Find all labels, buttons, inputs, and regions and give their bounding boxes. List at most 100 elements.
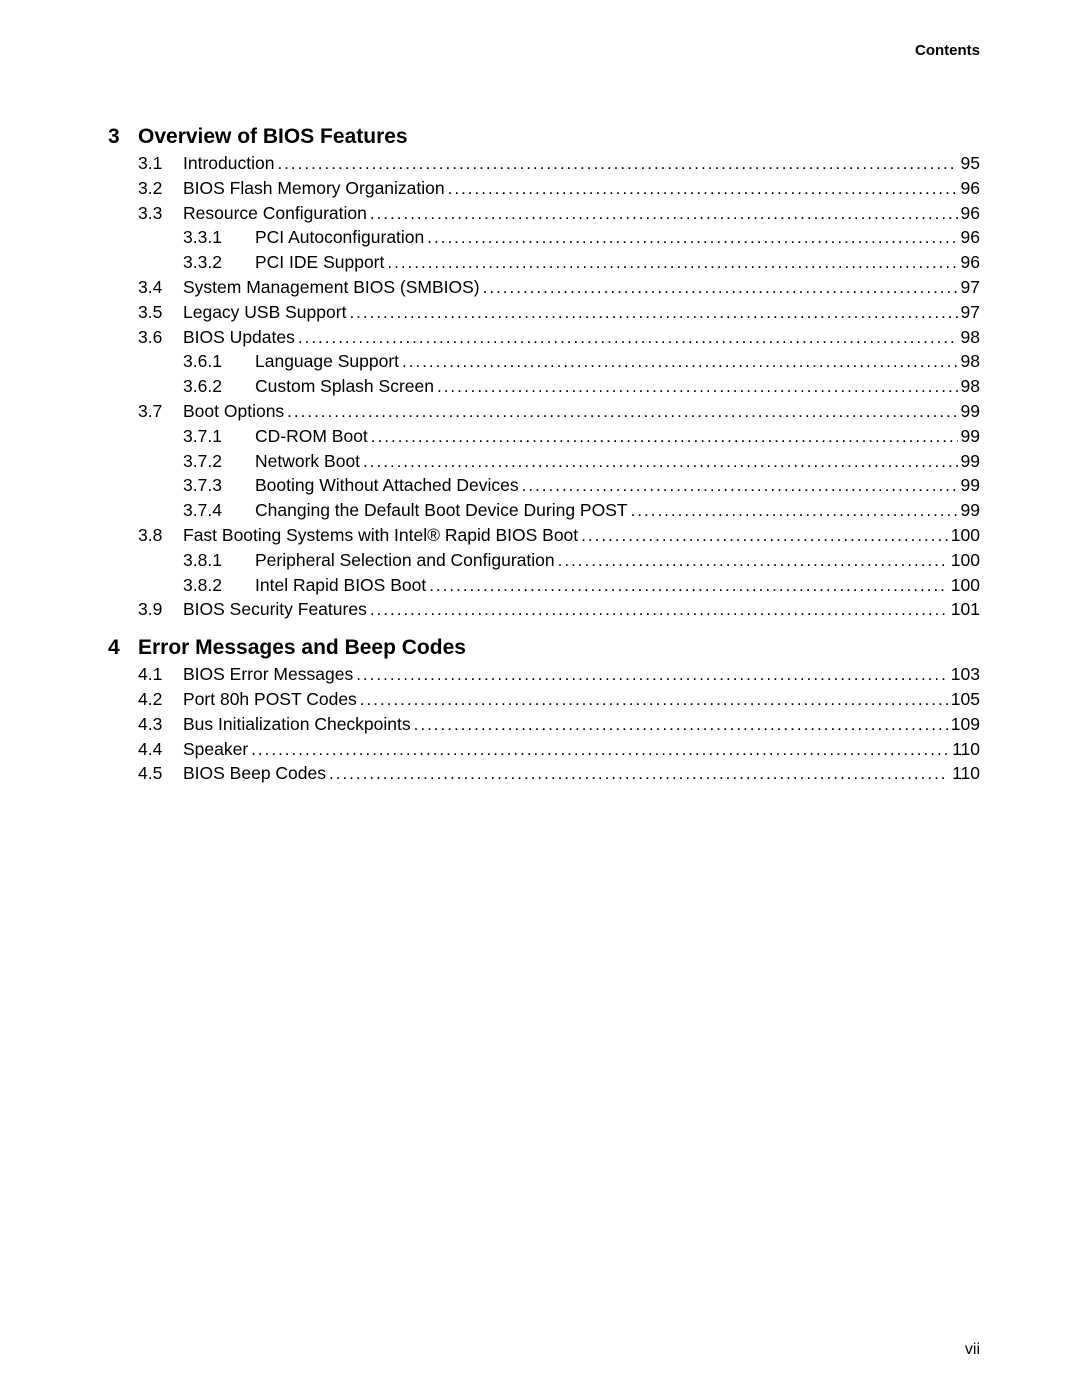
- dot-leader: [402, 349, 958, 374]
- dot-leader: [329, 761, 949, 786]
- toc-entry-row: 3.7.2Network Boot 99: [108, 449, 980, 474]
- chapter-title: Error Messages and Beep Codes: [138, 636, 466, 660]
- toc-entry-row: 3.3.1PCI Autoconfiguration96: [108, 225, 980, 250]
- entry-title: BIOS Updates: [183, 325, 295, 350]
- entry-title: Port 80h POST Codes: [183, 687, 357, 712]
- entry-title: Introduction: [183, 151, 274, 176]
- toc-entry-row: 3.1Introduction95: [108, 151, 980, 176]
- entry-page-number: 101: [951, 597, 980, 622]
- toc-entry-row: 4.3Bus Initialization Checkpoints 109: [108, 712, 980, 737]
- subsection-number: 3.8.1: [183, 548, 255, 573]
- toc-entry-row: 4.4Speaker 110: [108, 737, 980, 762]
- dot-leader: [349, 300, 957, 325]
- entry-page-number: 98: [961, 325, 980, 350]
- toc-entry-row: 3.7.3Booting Without Attached Devices 99: [108, 473, 980, 498]
- dot-leader: [298, 325, 958, 350]
- dot-leader: [427, 225, 957, 250]
- entry-title: Fast Booting Systems with Intel® Rapid B…: [183, 523, 578, 548]
- entry-title: PCI IDE Support: [255, 250, 384, 275]
- toc-entry-row: 3.6.2Custom Splash Screen 98: [108, 374, 980, 399]
- entry-title: Bus Initialization Checkpoints: [183, 712, 411, 737]
- section-number: 3.5: [138, 300, 183, 325]
- subsection-number: 3.7.2: [183, 449, 255, 474]
- page-number: vii: [965, 1341, 980, 1359]
- entry-title: Network Boot: [255, 449, 360, 474]
- entry-title: Language Support: [255, 349, 399, 374]
- entry-title: Changing the Default Boot Device During …: [255, 498, 628, 523]
- toc-chapter-row: 4Error Messages and Beep Codes: [108, 636, 980, 660]
- entry-page-number: 99: [961, 473, 980, 498]
- entry-title: Booting Without Attached Devices: [255, 473, 519, 498]
- subsection-number: 3.6.2: [183, 374, 255, 399]
- dot-leader: [581, 523, 948, 548]
- entry-page-number: 97: [961, 300, 980, 325]
- section-number: 4.5: [138, 761, 183, 786]
- toc-entry-row: 3.8.2Intel Rapid BIOS Boot 100: [108, 573, 980, 598]
- toc-entry-row: 3.3.2PCI IDE Support96: [108, 250, 980, 275]
- dot-leader: [356, 662, 948, 687]
- entry-title: Peripheral Selection and Configuration: [255, 548, 555, 573]
- entry-page-number: 98: [961, 349, 980, 374]
- entry-title: System Management BIOS (SMBIOS): [183, 275, 480, 300]
- entry-title: BIOS Flash Memory Organization: [183, 176, 445, 201]
- section-number: 4.4: [138, 737, 183, 762]
- chapter-title: Overview of BIOS Features: [138, 125, 408, 149]
- entry-title: PCI Autoconfiguration: [255, 225, 424, 250]
- entry-title: Custom Splash Screen: [255, 374, 434, 399]
- dot-leader: [251, 737, 949, 762]
- section-number: 4.1: [138, 662, 183, 687]
- entry-page-number: 96: [961, 225, 980, 250]
- entry-title: Speaker: [183, 737, 248, 762]
- toc-entry-row: 3.7.4Changing the Default Boot Device Du…: [108, 498, 980, 523]
- toc-entry-row: 4.1BIOS Error Messages 103: [108, 662, 980, 687]
- entry-page-number: 96: [961, 201, 980, 226]
- dot-leader: [437, 374, 958, 399]
- dot-leader: [429, 573, 948, 598]
- entry-page-number: 110: [952, 761, 980, 786]
- entry-page-number: 99: [961, 498, 980, 523]
- subsection-number: 3.3.2: [183, 250, 255, 275]
- dot-leader: [277, 151, 957, 176]
- toc-entry-row: 3.7Boot Options99: [108, 399, 980, 424]
- entry-page-number: 109: [951, 712, 980, 737]
- toc-entry-row: 3.7.1CD-ROM Boot99: [108, 424, 980, 449]
- dot-leader: [387, 250, 957, 275]
- header-label: Contents: [108, 42, 980, 59]
- table-of-contents: 3Overview of BIOS Features3.1Introductio…: [108, 125, 980, 786]
- entry-page-number: 98: [961, 374, 980, 399]
- section-number: 3.4: [138, 275, 183, 300]
- subsection-number: 3.7.3: [183, 473, 255, 498]
- entry-page-number: 105: [951, 687, 980, 712]
- toc-entry-row: 4.5BIOS Beep Codes110: [108, 761, 980, 786]
- dot-leader: [371, 424, 958, 449]
- entry-page-number: 99: [961, 449, 980, 474]
- entry-page-number: 100: [951, 573, 980, 598]
- toc-entry-row: 3.6.1Language Support98: [108, 349, 980, 374]
- chapter-number: 3: [108, 125, 138, 149]
- toc-entry-row: 3.8.1Peripheral Selection and Configurat…: [108, 548, 980, 573]
- dot-leader: [631, 498, 958, 523]
- entry-title: Resource Configuration: [183, 201, 367, 226]
- page: Contents 3Overview of BIOS Features3.1In…: [0, 0, 1080, 1397]
- section-number: 3.2: [138, 176, 183, 201]
- toc-entry-row: 4.2Port 80h POST Codes 105: [108, 687, 980, 712]
- dot-leader: [363, 449, 957, 474]
- entry-title: Intel Rapid BIOS Boot: [255, 573, 426, 598]
- dot-leader: [448, 176, 958, 201]
- entry-title: CD-ROM Boot: [255, 424, 368, 449]
- subsection-number: 3.8.2: [183, 573, 255, 598]
- dot-leader: [370, 201, 958, 226]
- entry-page-number: 110: [952, 737, 980, 762]
- dot-leader: [558, 548, 948, 573]
- section-number: 4.2: [138, 687, 183, 712]
- section-number: 3.9: [138, 597, 183, 622]
- entry-page-number: 97: [961, 275, 980, 300]
- dot-leader: [414, 712, 948, 737]
- entry-page-number: 99: [961, 424, 980, 449]
- toc-entry-row: 3.6BIOS Updates98: [108, 325, 980, 350]
- toc-entry-row: 3.8Fast Booting Systems with Intel® Rapi…: [108, 523, 980, 548]
- entry-page-number: 103: [951, 662, 980, 687]
- section-number: 4.3: [138, 712, 183, 737]
- entry-title: BIOS Error Messages: [183, 662, 353, 687]
- section-number: 3.1: [138, 151, 183, 176]
